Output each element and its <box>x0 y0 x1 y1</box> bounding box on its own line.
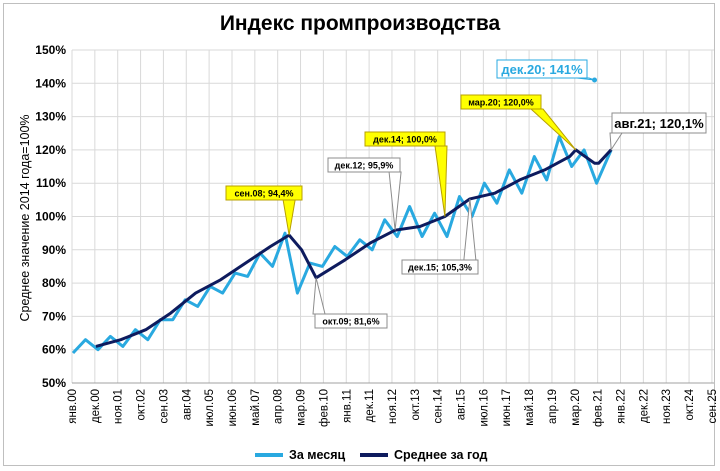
y-tick-label: 90% <box>42 243 66 257</box>
x-tick-label: янв.11 <box>341 389 353 423</box>
x-tick-label: дек.11 <box>364 389 376 422</box>
y-axis-ticks: 50% 60% 70% 80% 90% 100% 110% 120% 130% 140% 150% <box>35 43 66 390</box>
x-tick-label: ноя.23 <box>661 389 673 424</box>
annotation-box <box>496 59 588 79</box>
annotation-pointer <box>434 145 448 217</box>
annotation-box <box>364 131 446 147</box>
x-tick-label: фев.21 <box>593 389 605 427</box>
y-tick-label: 50% <box>42 376 66 390</box>
x-tick-label: авг.15 <box>456 389 468 420</box>
x-tick-label: июн.06 <box>227 389 239 426</box>
y-tick-label: 100% <box>35 210 66 224</box>
y-tick-label: 130% <box>35 110 66 124</box>
x-tick-label: авг.04 <box>181 388 193 420</box>
annotation-pointer <box>388 171 402 231</box>
chart-title: Индекс промпроизводства <box>220 12 501 35</box>
annotation-box <box>314 313 388 329</box>
annotation-box <box>460 94 542 110</box>
y-tick-label: 70% <box>42 309 66 323</box>
x-tick-label: окт.13 <box>410 389 422 421</box>
series-line-annual <box>95 148 613 348</box>
y-tick-label: 140% <box>35 76 66 90</box>
x-tick-label: янв.22 <box>616 389 628 424</box>
annotations: сен.08; 94,4% окт.09; 81,6% дек.12; 95,9% д… <box>225 59 707 329</box>
annotation-box <box>401 259 479 275</box>
gridlines <box>71 49 714 384</box>
x-tick-label: июл.05 <box>204 389 216 427</box>
y-tick-label: 60% <box>42 343 66 357</box>
annotation-label: дек.14; 100,0% <box>373 135 437 145</box>
annotation-label: дек.12; 95,9% <box>335 161 394 171</box>
annotation-label: сен.08; 94,4% <box>235 189 294 199</box>
x-tick-label: апр.19 <box>547 389 559 424</box>
annotation-box <box>611 112 707 134</box>
x-tick-label: ноя.12 <box>387 389 399 424</box>
x-tick-label: мар.09 <box>296 389 308 426</box>
legend-label-annual: Среднее за год <box>394 448 487 462</box>
x-tick-label: ноя.01 <box>113 389 125 424</box>
annotation-label: окт.09; 81,6% <box>322 317 379 327</box>
x-tick-label: апр.08 <box>273 389 285 424</box>
x-tick-label: май.18 <box>524 389 536 426</box>
x-tick-label: янв.00 <box>67 389 79 424</box>
series-lines <box>71 77 613 355</box>
y-tick-label: 80% <box>42 276 66 290</box>
x-tick-label: фев.10 <box>318 389 330 427</box>
x-tick-label: июл.16 <box>478 389 490 427</box>
y-axis-label: Среднее значение 2014 года=100% <box>18 114 32 321</box>
annotation-pointer <box>282 199 296 236</box>
x-tick-label: сен.14 <box>433 388 445 423</box>
x-tick-label: май.07 <box>250 389 262 426</box>
x-tick-label: сен.03 <box>158 389 170 423</box>
annotation-label: мар.20; 120,0% <box>468 98 534 108</box>
x-tick-label: дек.00 <box>90 389 102 423</box>
x-tick-label: мар.20 <box>570 389 582 426</box>
legend: За месяц Среднее за год <box>255 448 487 462</box>
annotation-box <box>225 185 303 201</box>
x-tick-label: июн.17 <box>501 389 513 426</box>
y-tick-label: 150% <box>35 43 66 57</box>
annotation-box <box>327 157 401 173</box>
x-axis-ticks: янв.00 дек.00 ноя.01 окт.02 сен.03 авг.04 июл.… <box>67 388 719 427</box>
annotation-label: авг.21; 120,1% <box>614 116 704 131</box>
x-tick-label: дек.22 <box>638 389 650 423</box>
y-tick-label: 120% <box>35 143 66 157</box>
annotation-label: дек.15; 105,3% <box>408 263 472 273</box>
x-tick-label: окт.02 <box>136 389 148 421</box>
x-tick-label: сен.25 <box>707 389 719 423</box>
annotation-pointer <box>529 108 577 151</box>
y-tick-label: 110% <box>36 176 66 190</box>
legend-label-monthly: За месяц <box>289 448 346 462</box>
x-tick-label: окт.24 <box>684 388 696 420</box>
annotation-label: дек.20; 141% <box>501 62 583 77</box>
